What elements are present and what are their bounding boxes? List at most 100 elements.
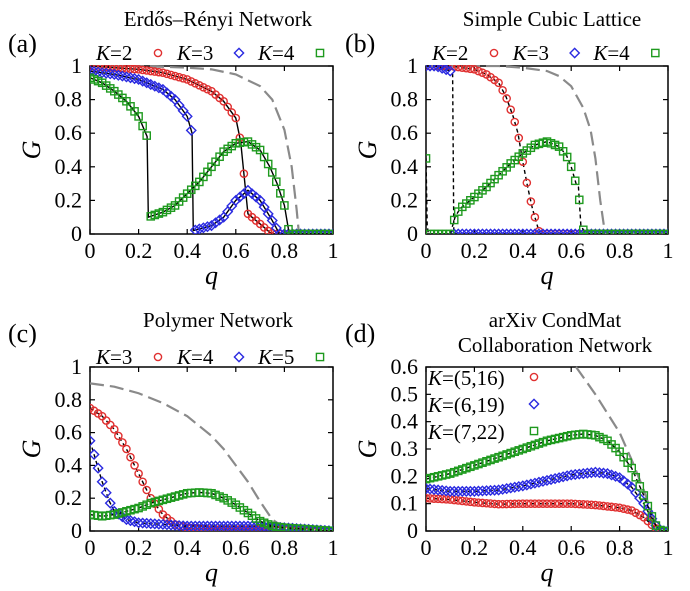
reference-curve-dashed <box>90 65 333 234</box>
data-point <box>100 487 112 499</box>
data-point <box>534 226 544 234</box>
data-point <box>174 72 184 82</box>
data-point <box>227 108 237 117</box>
y-tick-label: 0 <box>71 221 82 246</box>
data-point <box>581 467 593 479</box>
data-point <box>456 228 468 234</box>
y-tick-label: 0.2 <box>391 463 419 488</box>
data-point <box>542 499 552 508</box>
data-point <box>328 229 333 234</box>
data-point <box>498 85 507 95</box>
data-point <box>482 498 491 508</box>
legend-value: =5 <box>272 345 294 369</box>
data-point <box>591 500 600 510</box>
y-tick-label: 0 <box>407 221 418 246</box>
x-axis-label: q <box>205 558 218 587</box>
data-point <box>128 73 141 85</box>
legend-value: =3 <box>191 41 213 65</box>
data-point <box>185 124 197 136</box>
data-point <box>120 513 133 526</box>
x-tick-label: 0.4 <box>509 535 537 560</box>
data-point <box>458 65 467 72</box>
legend-marker <box>489 48 499 58</box>
y-tick-label: 0 <box>71 518 82 543</box>
data-point <box>267 168 277 177</box>
data-point <box>480 228 493 234</box>
data-point <box>165 519 177 531</box>
data-point <box>550 499 560 508</box>
legend-label: K=3 <box>512 41 549 65</box>
data-point <box>101 416 111 425</box>
data-point <box>178 74 188 83</box>
data-point <box>526 499 536 508</box>
data-point <box>444 65 456 77</box>
data-point <box>553 228 565 234</box>
data-point <box>557 228 569 234</box>
data-point <box>522 178 532 188</box>
panel-label: (b) <box>345 29 375 58</box>
y-axis-label: G <box>353 140 382 159</box>
data-point <box>432 484 444 496</box>
data-point <box>464 228 476 234</box>
series-line-1 <box>426 65 668 234</box>
legend-marker <box>233 47 245 59</box>
data-point <box>579 500 588 509</box>
series-markers-2 <box>426 429 668 531</box>
legend-label: K=(7,22) <box>427 420 505 444</box>
series-markers-2 <box>426 137 668 234</box>
data-point <box>490 499 499 509</box>
data-point <box>518 499 528 508</box>
data-point <box>142 66 151 75</box>
data-point <box>565 228 577 234</box>
data-point <box>514 499 524 509</box>
data-point <box>258 201 270 213</box>
legend-value: =3 <box>110 345 132 369</box>
x-tick-label: 0 <box>421 535 432 560</box>
data-point <box>453 65 463 72</box>
data-point <box>583 500 592 509</box>
data-point <box>472 485 485 497</box>
data-point <box>577 468 589 480</box>
plot-area <box>426 366 668 531</box>
data-point <box>90 65 95 71</box>
data-point <box>597 467 610 479</box>
y-tick-label: 0.4 <box>391 154 419 179</box>
data-point <box>484 228 497 234</box>
legend-k: K <box>427 393 443 417</box>
data-point <box>466 497 475 507</box>
series-markers-1 <box>426 65 668 234</box>
y-tick-label: 0.1 <box>391 491 419 516</box>
data-point <box>90 65 96 77</box>
data-point <box>161 519 173 531</box>
data-point <box>468 485 480 497</box>
data-point <box>530 499 540 508</box>
data-point <box>138 477 147 487</box>
data-point <box>566 162 576 172</box>
legend-label: K=4 <box>257 41 295 65</box>
data-point <box>574 499 584 509</box>
data-point <box>488 484 501 496</box>
x-tick-label: 0.2 <box>461 535 489 560</box>
data-point <box>585 467 597 479</box>
legend-value: =4 <box>272 41 295 65</box>
x-tick-label: 0.2 <box>125 535 153 560</box>
y-tick-label: 1 <box>407 53 418 78</box>
y-tick-label: 0.8 <box>391 87 419 112</box>
data-point <box>263 226 273 234</box>
data-point <box>162 69 172 79</box>
data-point <box>426 65 436 72</box>
series-markers-0 <box>90 65 333 234</box>
data-point <box>223 102 232 112</box>
data-point <box>607 502 616 512</box>
data-point <box>426 493 431 503</box>
legend-k: K <box>427 420 443 444</box>
legend-value: =3 <box>527 41 549 65</box>
x-tick-label: 0.2 <box>125 238 153 263</box>
data-point <box>611 503 620 512</box>
legend-marker <box>529 426 539 436</box>
data-point <box>104 497 116 509</box>
panel-title-line: Collaboration Network <box>458 333 653 357</box>
data-point <box>502 94 511 103</box>
data-point <box>153 518 165 530</box>
data-point <box>201 520 214 531</box>
